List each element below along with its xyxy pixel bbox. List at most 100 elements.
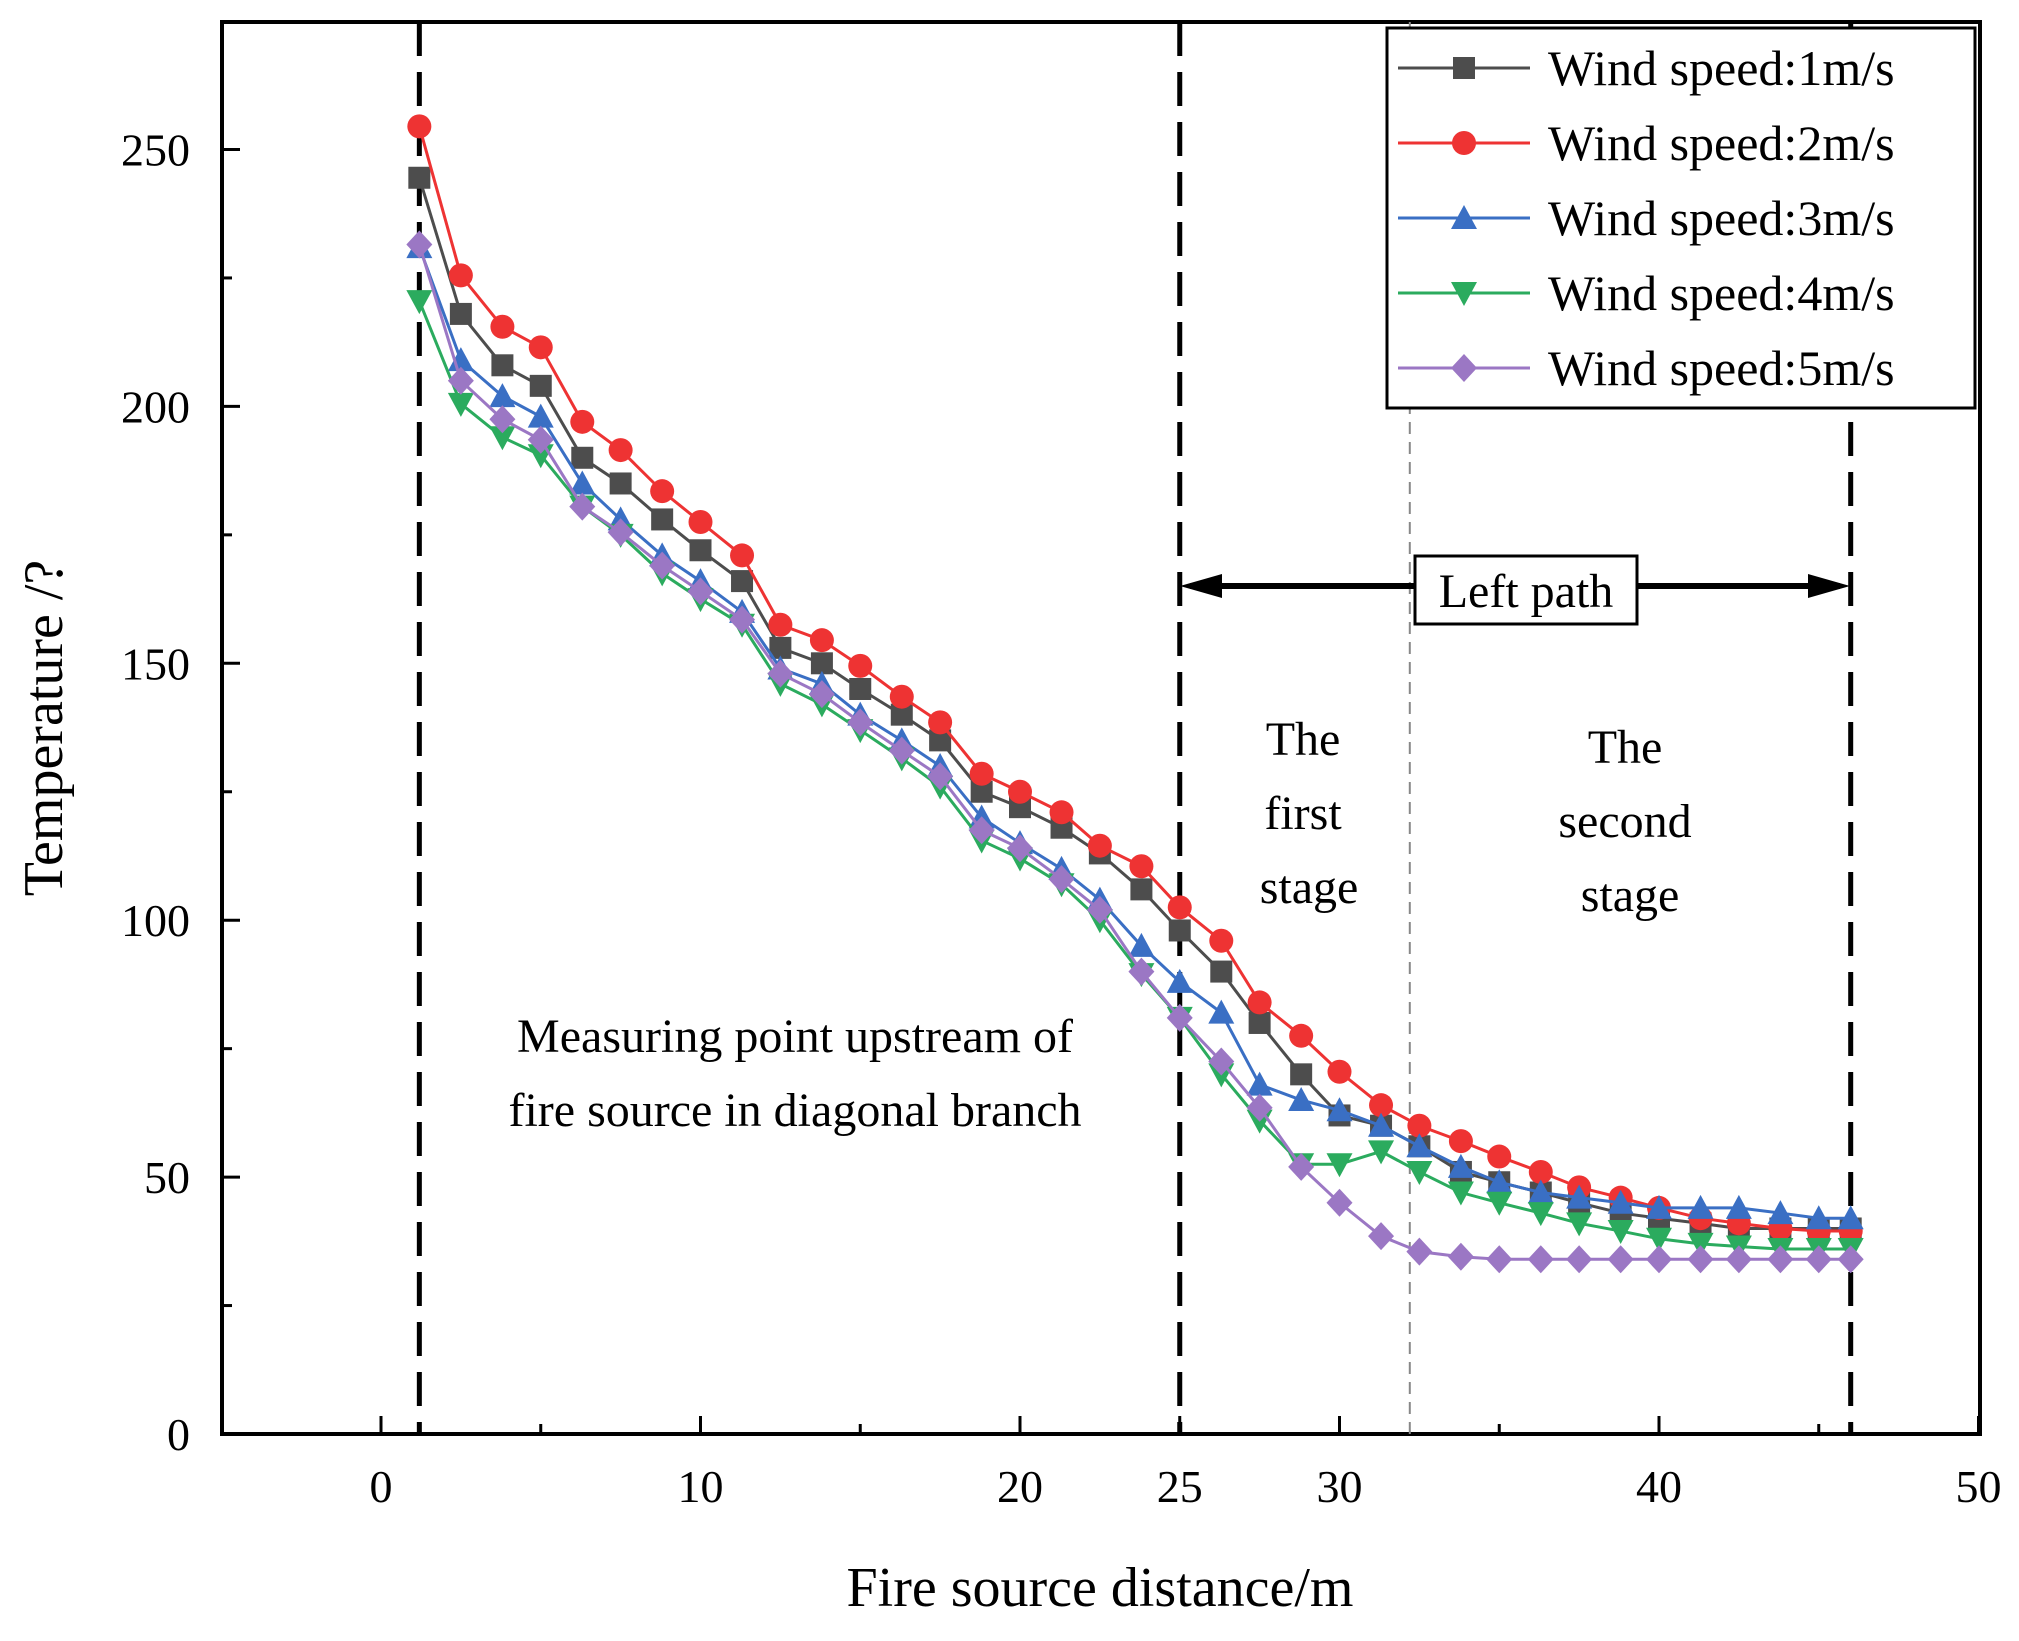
y-axis-title: Temperature /? (13, 560, 75, 897)
series-5-point-27 (1486, 1245, 1513, 1274)
series-3-point-33 (1725, 1194, 1752, 1219)
series-5-point-10 (808, 680, 835, 709)
y-tick-label-200: 200 (121, 381, 190, 432)
series-4-point-25 (1406, 1160, 1433, 1185)
series-3-point-19 (1166, 968, 1193, 993)
series-5-point-0 (406, 230, 433, 259)
left-path-arrowhead-left (1180, 574, 1222, 598)
series-5-point-7 (687, 577, 714, 606)
legend-label-3: Wind speed:3m/s (1548, 190, 1895, 246)
series-3-point-24 (1368, 1112, 1395, 1137)
series-3-point-1 (447, 347, 474, 372)
legend-marker-3 (1451, 205, 1477, 229)
series-2-point-26 (1448, 1129, 1473, 1154)
series-3-point-26 (1447, 1153, 1474, 1178)
legend-label-2: Wind speed:2m/s (1548, 115, 1895, 171)
series-1-point-2 (491, 354, 514, 377)
legend-marker-4 (1451, 282, 1477, 306)
series-5-point-17 (1086, 895, 1113, 924)
series-1-point-3 (529, 374, 552, 397)
left-path-label-box (1413, 554, 1639, 626)
series-4-point-0 (406, 290, 433, 315)
legend-label-5: Wind speed:5m/s (1548, 340, 1895, 396)
series-2-point-10 (809, 628, 834, 653)
plot-frame (220, 20, 1982, 1436)
series-2-point-2 (490, 314, 515, 339)
series-1-point-22 (1290, 1063, 1313, 1086)
x-axis-title: Fire source distance/m (847, 1557, 1354, 1619)
series-1-point-1 (449, 302, 472, 325)
series-4-point-2 (489, 426, 516, 451)
series-5-point-18 (1128, 957, 1155, 986)
series-1-point-4 (571, 446, 594, 469)
x-tick-label-10: 10 (678, 1461, 724, 1512)
series-4-point-32 (1687, 1232, 1714, 1257)
x-tick-label-20: 20 (997, 1461, 1043, 1512)
series-2-point-13 (928, 710, 953, 735)
series-1-point-13 (929, 729, 952, 752)
legend-label-4: Wind speed:4m/s (1548, 265, 1895, 321)
series-1-point-6 (651, 508, 674, 531)
annotation-second-stage-2: second (1558, 795, 1691, 848)
series-2-point-17 (1087, 833, 1112, 858)
series-2-point-8 (730, 543, 755, 568)
annotation-first-stage-3: stage (1260, 861, 1359, 914)
series-2-point-21 (1247, 990, 1272, 1015)
series-1-point-19 (1168, 919, 1191, 942)
series-5-point-6 (649, 551, 676, 580)
series-1-point-20 (1210, 960, 1233, 983)
series-5-point-26 (1447, 1242, 1474, 1271)
series-2-point-12 (889, 684, 914, 709)
series-3-point-35 (1805, 1205, 1832, 1230)
x-tick-label-40: 40 (1636, 1461, 1682, 1512)
series-2-point-27 (1487, 1144, 1512, 1169)
series-5-point-30 (1607, 1245, 1634, 1274)
series-5-point-20 (1208, 1047, 1235, 1076)
series-5-point-25 (1406, 1237, 1433, 1266)
series-1-point-21 (1248, 1011, 1271, 1034)
series-5-point-4 (569, 492, 596, 521)
series-5-point-34 (1767, 1245, 1794, 1274)
series-5-point-12 (888, 736, 915, 765)
series-2-point-3 (528, 335, 553, 360)
legend-marker-2 (1452, 131, 1476, 155)
series-5-point-31 (1646, 1245, 1672, 1274)
series-3-point-29 (1566, 1184, 1593, 1209)
series-5-point-13 (927, 762, 954, 791)
series-5-point-8 (729, 605, 756, 634)
series-3-point-22 (1288, 1087, 1315, 1112)
annotation-first-stage-2: first (1264, 787, 1342, 840)
series-2-point-6 (650, 479, 675, 504)
series-3-point-4 (569, 470, 596, 495)
series-5-point-5 (607, 518, 634, 547)
annotation-second-stage-3: stage (1581, 869, 1680, 922)
series-3-point-34 (1767, 1200, 1794, 1225)
series-3-point-18 (1128, 932, 1155, 957)
annotation-upstream-line1: Measuring point upstream of (517, 1010, 1073, 1063)
series-5-point-35 (1805, 1245, 1832, 1274)
series-1-point-18 (1130, 878, 1153, 901)
y-tick-label-150: 150 (121, 638, 190, 689)
series-3-point-23 (1326, 1097, 1353, 1122)
series-3-point-3 (527, 403, 554, 428)
series-4-point-30 (1607, 1220, 1634, 1245)
series-3-point-20 (1208, 999, 1235, 1024)
series-1-point-0 (408, 166, 431, 189)
annotation-first-stage-1: The (1266, 713, 1341, 766)
series-1-point-7 (689, 539, 712, 562)
series-3-point-30 (1607, 1189, 1634, 1214)
series-2-point-22 (1289, 1023, 1314, 1048)
series-2-point-15 (1008, 779, 1032, 804)
series-3-point-27 (1486, 1169, 1513, 1194)
series-4-point-31 (1646, 1227, 1672, 1252)
series-5 (406, 230, 1864, 1274)
annotation-left-path: Left path (1439, 565, 1614, 618)
series-2-point-16 (1049, 800, 1074, 825)
legend-label-1: Wind speed:1m/s (1548, 40, 1895, 96)
series-4-point-28 (1527, 1202, 1554, 1227)
series-5-point-23 (1326, 1188, 1353, 1217)
series-5-point-36 (1837, 1245, 1864, 1274)
series-3-point-21 (1246, 1071, 1273, 1096)
